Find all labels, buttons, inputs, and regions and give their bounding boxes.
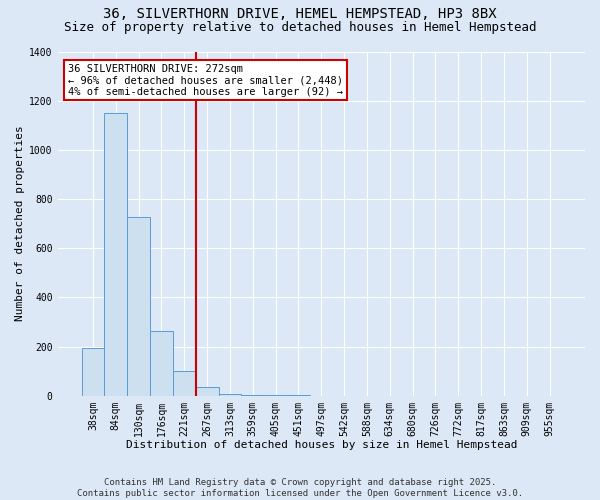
- Text: 36, SILVERTHORN DRIVE, HEMEL HEMPSTEAD, HP3 8BX: 36, SILVERTHORN DRIVE, HEMEL HEMPSTEAD, …: [103, 8, 497, 22]
- Bar: [127, 218, 150, 396]
- Bar: [218, 394, 241, 396]
- X-axis label: Distribution of detached houses by size in Hemel Hempstead: Distribution of detached houses by size …: [125, 440, 517, 450]
- Text: Size of property relative to detached houses in Hemel Hempstead: Size of property relative to detached ho…: [64, 21, 536, 34]
- Bar: [104, 113, 127, 396]
- Y-axis label: Number of detached properties: Number of detached properties: [15, 126, 25, 322]
- Text: 36 SILVERTHORN DRIVE: 272sqm
← 96% of detached houses are smaller (2,448)
4% of : 36 SILVERTHORN DRIVE: 272sqm ← 96% of de…: [68, 64, 343, 96]
- Bar: [173, 371, 196, 396]
- Bar: [196, 387, 218, 396]
- Bar: [82, 348, 104, 396]
- Text: Contains HM Land Registry data © Crown copyright and database right 2025.
Contai: Contains HM Land Registry data © Crown c…: [77, 478, 523, 498]
- Bar: [150, 330, 173, 396]
